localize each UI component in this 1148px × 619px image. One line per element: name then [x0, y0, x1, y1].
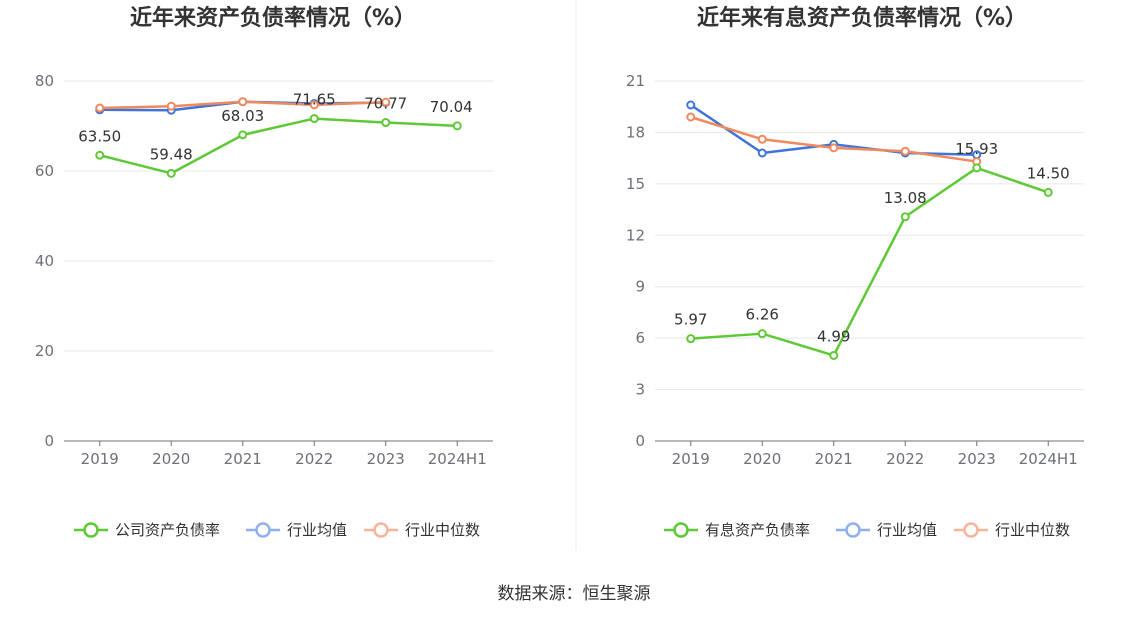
y-tick-label: 15 [626, 175, 645, 193]
y-tick-label: 3 [635, 381, 645, 399]
series-line-0 [690, 166, 1049, 357]
data-point [757, 148, 767, 158]
data-label: 13.08 [884, 189, 927, 207]
data-point [829, 143, 839, 153]
x-tick-label: 2022 [295, 450, 333, 468]
x-tick-label: 2024H1 [428, 450, 487, 468]
data-label: 14.50 [1027, 164, 1070, 182]
data-point [686, 112, 696, 122]
y-tick-label: 18 [626, 123, 645, 141]
y-tick-label: 0 [44, 432, 54, 450]
data-point [686, 100, 696, 110]
legend-label: 有息资产负债率 [705, 521, 810, 539]
data-point [829, 350, 839, 360]
data-point [381, 118, 391, 128]
legend-item: 行业中位数 [364, 521, 480, 539]
data-point [972, 163, 982, 173]
y-tick-label: 9 [635, 278, 645, 296]
data-point [686, 334, 696, 344]
legend-item: 公司资产负债率 [74, 521, 220, 539]
legend-marker [845, 522, 861, 538]
legend-marker [963, 522, 979, 538]
y-tick-label: 0 [635, 432, 645, 450]
data-source: 数据来源：恒生聚源 [498, 584, 651, 604]
data-point [309, 114, 319, 124]
legend-label: 行业中位数 [995, 521, 1070, 539]
data-point [1043, 187, 1053, 197]
legend-label: 行业中位数 [405, 521, 480, 539]
data-label: 59.48 [150, 145, 193, 163]
x-tick-label: 2021 [224, 450, 262, 468]
data-point [757, 134, 767, 144]
data-label: 71.65 [293, 91, 336, 109]
data-label: 63.50 [78, 127, 121, 145]
data-label: 68.03 [221, 107, 264, 125]
data-point [238, 130, 248, 140]
x-tick-label: 2019 [81, 450, 119, 468]
x-tick-label: 2021 [815, 450, 853, 468]
data-point [900, 146, 910, 156]
data-label: 70.77 [364, 95, 407, 113]
legend-marker [255, 522, 271, 538]
data-point [381, 97, 391, 107]
y-tick-label: 20 [35, 342, 54, 360]
data-point [309, 100, 319, 110]
series-line-0 [99, 117, 458, 175]
legend-item: 行业均值 [836, 521, 937, 539]
data-point [757, 329, 767, 339]
chart-title: 近年来资产负债率情况（%） [130, 5, 416, 31]
y-tick-label: 21 [626, 72, 645, 90]
y-tick-label: 60 [35, 162, 54, 180]
x-tick-label: 2023 [367, 450, 405, 468]
data-label: 15.93 [955, 140, 998, 158]
legend-label: 行业均值 [287, 521, 347, 539]
legend-marker [673, 522, 689, 538]
data-point [166, 101, 176, 111]
interest-debt-ratio-chart: 近年来有息资产负债率情况（%） 0 3 6 9 12 15 18 21 2019 2020 2021 2… [626, 5, 1084, 539]
data-point [238, 97, 248, 107]
chart-title: 近年来有息资产负债率情况（%） [697, 5, 1027, 31]
legend-item: 行业均值 [246, 521, 347, 539]
series-line-2 [690, 115, 977, 163]
y-tick-label: 12 [626, 226, 645, 244]
y-tick-label: 80 [35, 72, 54, 90]
data-label: 4.99 [817, 327, 850, 345]
data-point [166, 168, 176, 178]
legend-label: 行业均值 [877, 521, 937, 539]
x-tick-label: 2019 [672, 450, 710, 468]
data-point [900, 212, 910, 222]
data-label: 70.04 [430, 98, 473, 116]
legend-item: 有息资产负债率 [664, 521, 810, 539]
y-tick-label: 6 [635, 329, 645, 347]
data-point [95, 103, 105, 113]
debt-ratio-chart: 近年来资产负债率情况（%） 0 20 40 60 80 2019 2020 2021 2022 20… [35, 5, 493, 539]
x-tick-label: 2020 [743, 450, 781, 468]
legend-label: 公司资产负债率 [115, 521, 220, 539]
data-label: 6.26 [746, 306, 779, 324]
x-tick-label: 2023 [958, 450, 996, 468]
y-tick-label: 40 [35, 252, 54, 270]
x-tick-label: 2024H1 [1019, 450, 1078, 468]
data-label: 5.97 [674, 311, 707, 329]
legend-marker [83, 522, 99, 538]
x-tick-label: 2022 [886, 450, 924, 468]
legend-item: 行业中位数 [954, 521, 1070, 539]
data-point [95, 150, 105, 160]
legend-marker [373, 522, 389, 538]
data-point [452, 121, 462, 131]
x-tick-label: 2020 [152, 450, 190, 468]
